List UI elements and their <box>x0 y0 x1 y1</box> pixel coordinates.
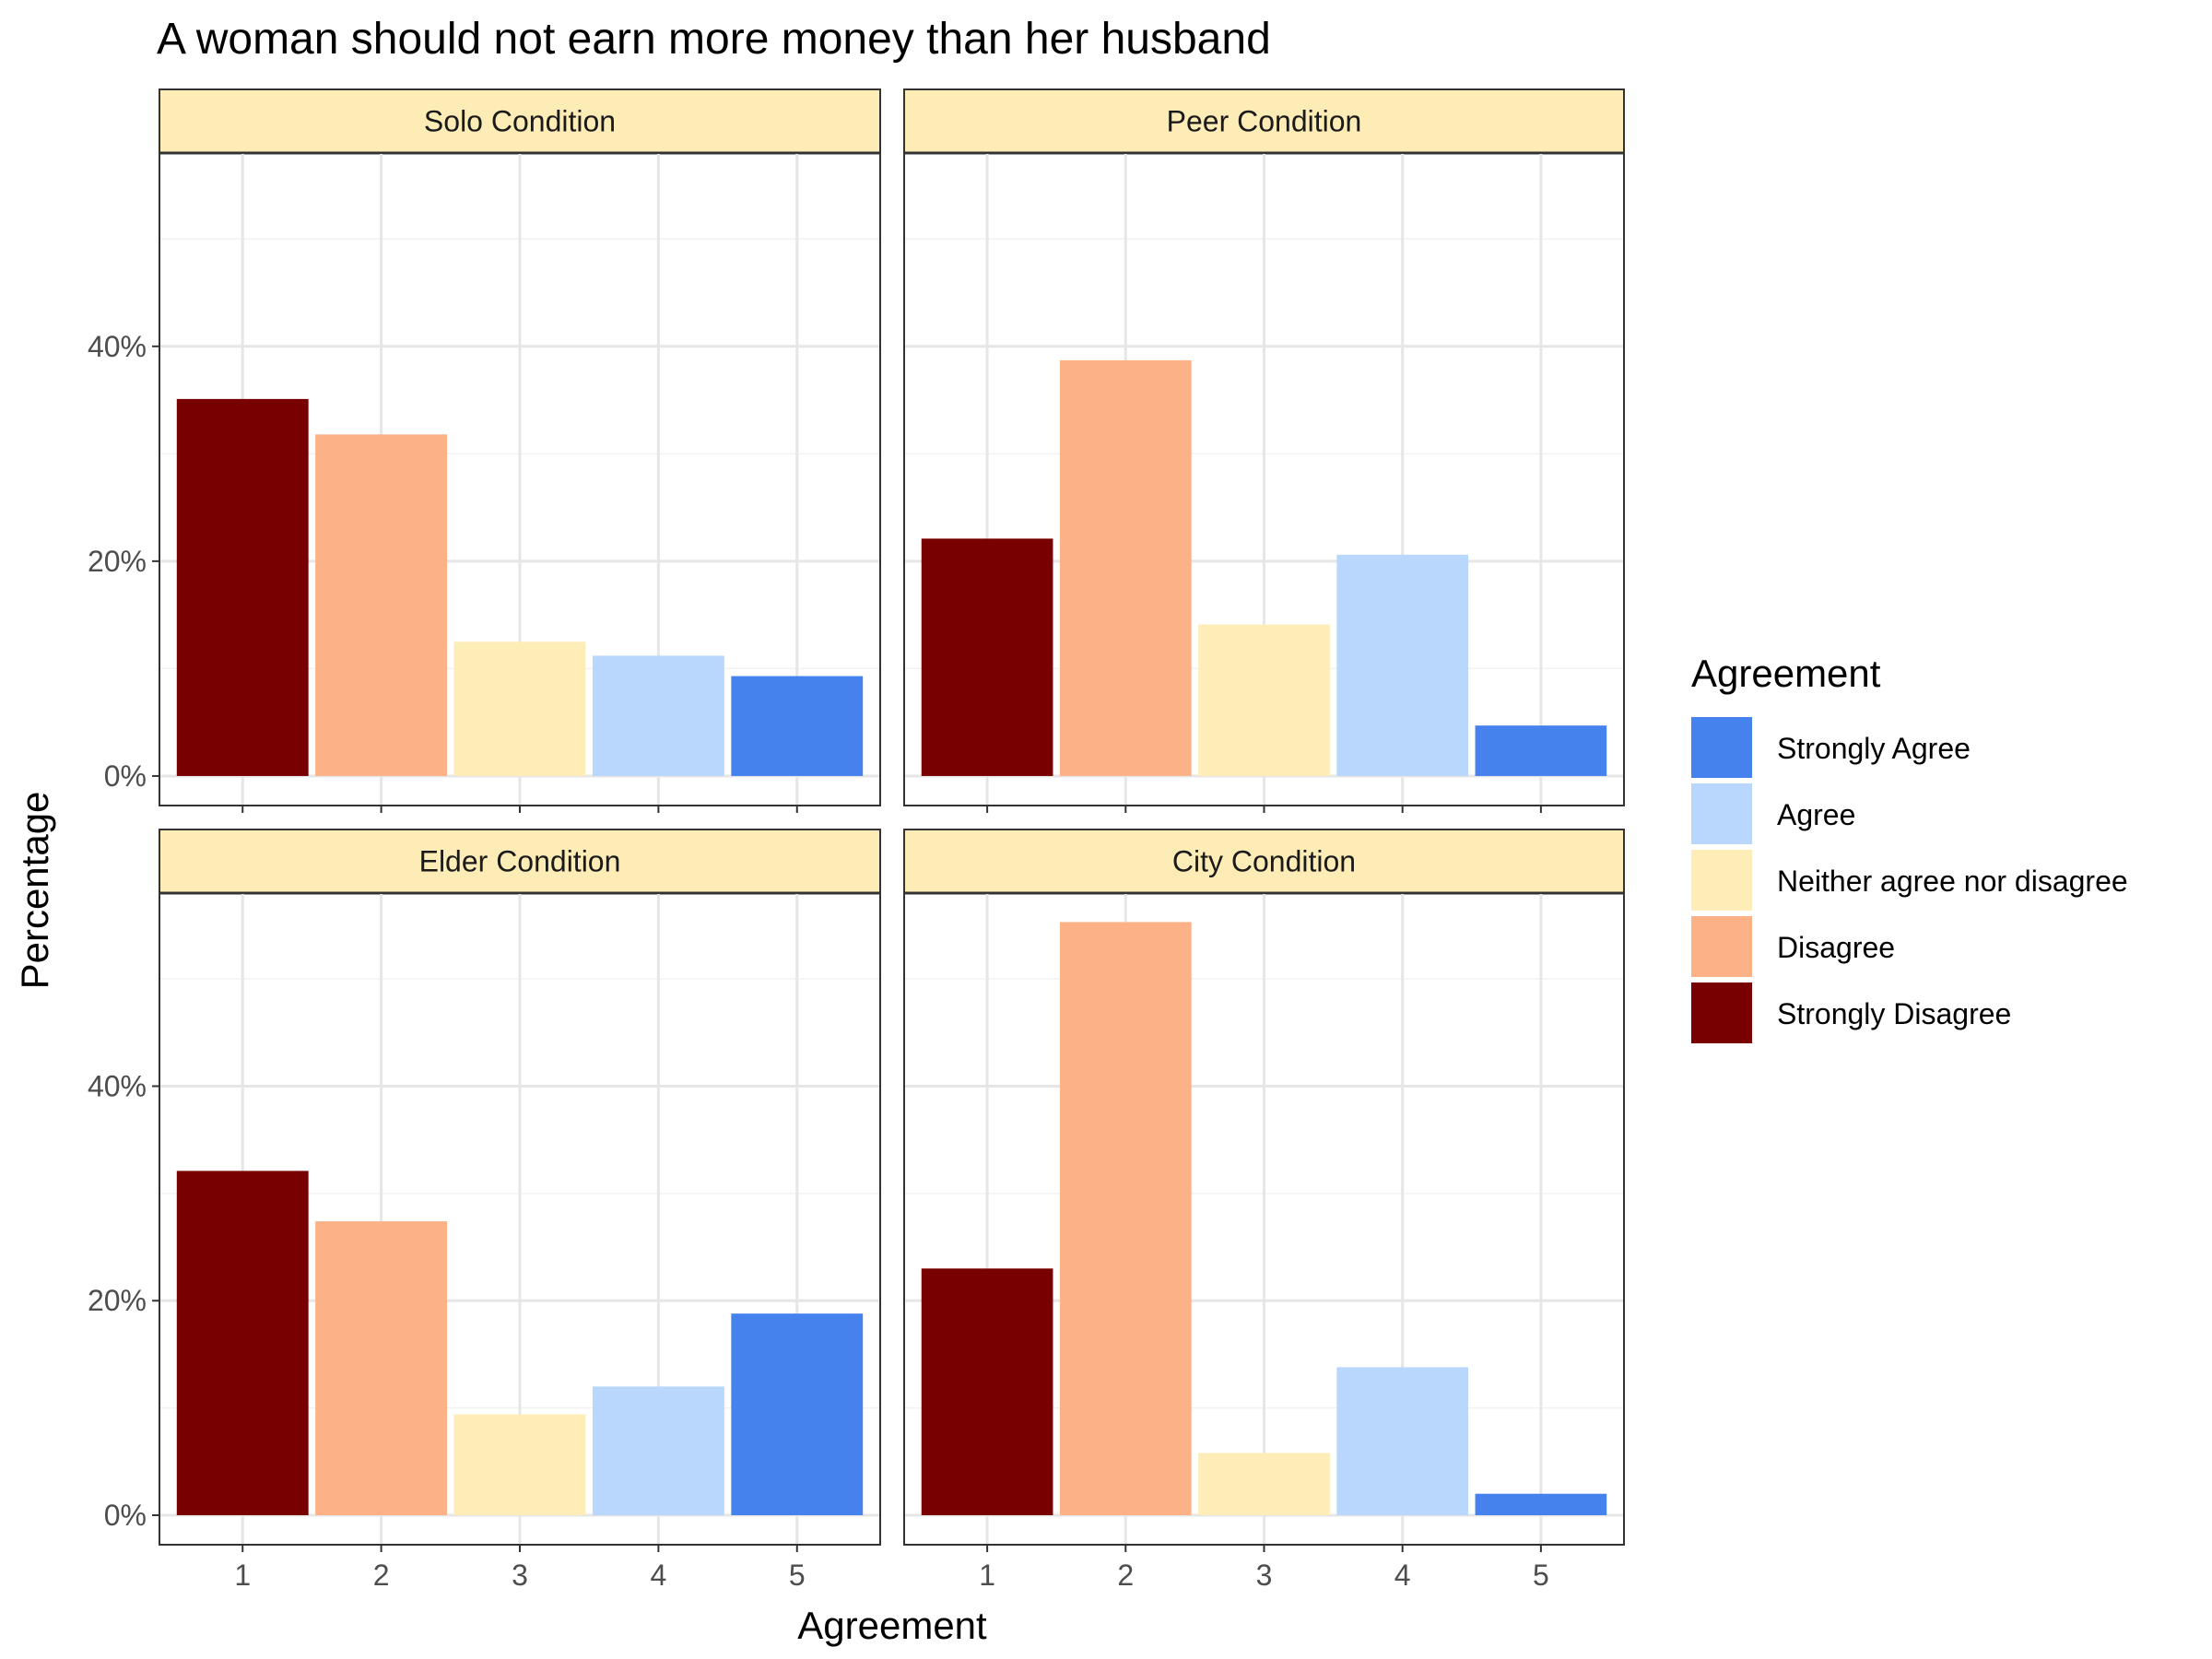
bar <box>1336 554 1469 776</box>
legend-swatch <box>1691 850 1752 911</box>
legend-label: Strongly Disagree <box>1777 997 2011 1030</box>
legend-entry: Strongly Disagree <box>1691 982 2011 1043</box>
strip-background <box>159 88 881 154</box>
x-axis-title: Agreement <box>797 1604 987 1647</box>
bar <box>315 1221 448 1515</box>
strip-label: City Condition <box>1172 845 1356 878</box>
x-tick-label: 2 <box>1117 1559 1134 1592</box>
bar <box>1475 725 1607 776</box>
facet-panel: City Condition 1 2 3 4 5 <box>903 829 1625 1592</box>
x-tick-label: 4 <box>650 1559 666 1592</box>
bar <box>1059 922 1192 1515</box>
facet-panel: Elder Condition 0% 20% 40% 1 2 3 4 5 <box>88 829 881 1592</box>
y-tick-label: 0% <box>104 1499 147 1532</box>
x-tick-label: 3 <box>1256 1559 1273 1592</box>
bar <box>592 655 724 776</box>
x-tick-label: 1 <box>979 1559 995 1592</box>
legend-swatch <box>1691 916 1752 977</box>
bar <box>731 1313 864 1515</box>
legend-entry: Strongly Agree <box>1691 717 1971 778</box>
strip-label: Peer Condition <box>1167 105 1362 138</box>
y-axis-title: Percentage <box>13 792 56 990</box>
strip-background <box>159 829 881 894</box>
bar <box>176 1171 309 1515</box>
legend-entry: Agree <box>1691 783 1855 844</box>
legend-label: Neither agree nor disagree <box>1777 865 2128 898</box>
y-tick-label: 20% <box>88 545 147 578</box>
x-tick-label: 4 <box>1394 1559 1411 1592</box>
bar <box>1336 1367 1469 1515</box>
bar <box>1059 359 1192 776</box>
legend-swatch <box>1691 982 1752 1043</box>
legend-title: Agreement <box>1691 652 1881 695</box>
strip-background <box>903 829 1625 894</box>
bar <box>1475 1493 1607 1515</box>
strip-label: Elder Condition <box>419 845 621 878</box>
bar <box>1198 624 1330 776</box>
bar <box>921 538 1053 776</box>
legend-entry: Disagree <box>1691 916 1895 977</box>
bar <box>453 1414 586 1515</box>
strip-label: Solo Condition <box>424 105 616 138</box>
facet-panel: Peer Condition <box>903 88 1625 813</box>
legend-label: Strongly Agree <box>1777 732 1971 765</box>
y-tick-label: 0% <box>104 759 147 793</box>
y-tick-label: 20% <box>88 1284 147 1317</box>
bar <box>921 1268 1053 1515</box>
legend: Agreement Strongly Agree Agree Neither agr… <box>1691 652 2128 1043</box>
y-tick-label: 40% <box>88 330 147 363</box>
x-tick-label: 1 <box>234 1559 251 1592</box>
chart-title: A woman should not earn more money than … <box>157 15 1271 64</box>
x-tick-label: 2 <box>373 1559 390 1592</box>
bar <box>453 641 586 776</box>
legend-swatch <box>1691 783 1752 844</box>
bar <box>592 1386 724 1515</box>
bar <box>1198 1453 1330 1515</box>
bar <box>315 434 448 776</box>
x-tick-label: 5 <box>1533 1559 1549 1592</box>
y-tick-label: 40% <box>88 1069 147 1102</box>
facet-panel: Solo Condition 0% 20% 40% <box>88 88 881 813</box>
legend-entry: Neither agree nor disagree <box>1691 850 2128 911</box>
legend-label: Agree <box>1777 798 1855 831</box>
x-tick-label: 3 <box>512 1559 528 1592</box>
bar <box>176 398 309 776</box>
legend-label: Disagree <box>1777 931 1895 964</box>
bar <box>731 676 864 776</box>
strip-background <box>903 88 1625 154</box>
x-tick-label: 5 <box>789 1559 806 1592</box>
legend-swatch <box>1691 717 1752 778</box>
